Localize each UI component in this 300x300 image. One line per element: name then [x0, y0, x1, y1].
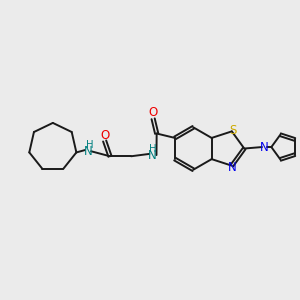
Text: N: N: [227, 161, 236, 174]
Text: H: H: [85, 140, 93, 150]
Text: N: N: [260, 141, 269, 154]
Text: O: O: [148, 106, 158, 119]
Text: S: S: [229, 124, 237, 137]
Text: N: N: [148, 148, 157, 162]
Text: H: H: [149, 144, 157, 154]
Text: N: N: [84, 145, 93, 158]
Text: O: O: [100, 129, 109, 142]
